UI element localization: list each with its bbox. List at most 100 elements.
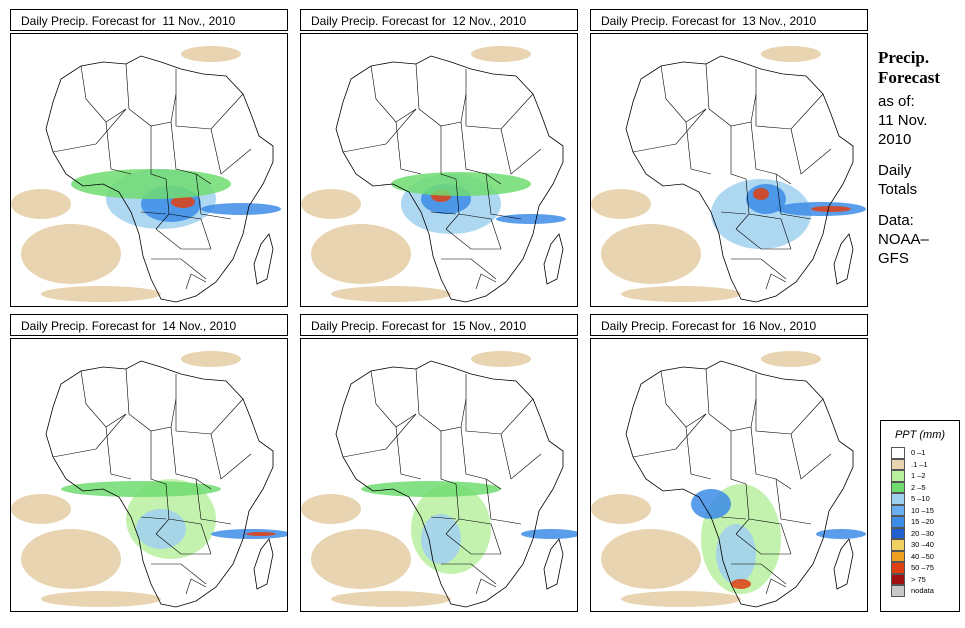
country-border (370, 370, 417, 428)
country-border (210, 128, 252, 175)
dry-area (181, 351, 241, 367)
country-border (748, 213, 792, 250)
dry-area (331, 286, 451, 302)
legend-swatch (891, 493, 905, 505)
country-border (475, 578, 497, 595)
country-border (430, 516, 457, 520)
legend-swatch (891, 585, 905, 597)
dry-area (301, 494, 361, 524)
country-border (342, 413, 417, 458)
dry-area (601, 224, 701, 284)
legend-label: 15 –20 (911, 517, 934, 526)
precip-map (10, 338, 288, 612)
country-border (445, 228, 501, 250)
rain-area (71, 169, 231, 199)
map-canvas (11, 46, 281, 303)
africa-coastline (335, 360, 564, 608)
forecast-panel-nov-12: Daily Precip. Forecast for 12 Nov., 2010 (300, 9, 580, 307)
legend-item: 5 –10 (891, 493, 959, 505)
country-border (750, 121, 792, 185)
country-border (195, 173, 232, 220)
country-border (485, 173, 522, 220)
info-data-1: Data: (878, 212, 914, 229)
info-heading-1: Precip. (878, 48, 930, 67)
country-border (790, 128, 832, 175)
country-border (460, 426, 502, 490)
rain-area (753, 188, 769, 200)
country-border (705, 368, 757, 432)
country-border (125, 63, 177, 127)
madagascar-outline (543, 233, 564, 285)
info-totals-1: Daily (878, 162, 912, 179)
legend-swatch (891, 573, 905, 585)
legend-item: 1 –2 (891, 470, 959, 482)
country-border (500, 433, 542, 480)
info-heading-2: Forecast (878, 68, 940, 87)
madagascar-outline (833, 233, 854, 285)
country-border (170, 121, 212, 185)
country-border (485, 478, 522, 525)
country-border (440, 431, 457, 485)
madagascar-outline (833, 538, 854, 590)
rain-area (61, 481, 221, 497)
forecast-panel-nov-16: Daily Precip. Forecast for 16 Nov., 2010 (590, 314, 870, 612)
madagascar-outline (253, 538, 274, 590)
legend-swatch (891, 550, 905, 562)
country-border (765, 578, 787, 595)
panel-title: Daily Precip. Forecast for 11 Nov., 2010 (10, 9, 288, 31)
country-border (415, 368, 467, 432)
precip-map (590, 33, 868, 307)
madagascar-outline (543, 538, 564, 590)
dry-area (621, 591, 741, 607)
legend-label: .1 –1 (911, 459, 928, 469)
rain-area (811, 206, 851, 212)
legend-label: 5 –10 (911, 494, 930, 503)
info-date-2: 2010 (878, 131, 912, 148)
rain-area (136, 509, 186, 549)
country-border (195, 478, 232, 525)
info-data-3: GFS (878, 250, 909, 267)
dry-area (331, 591, 451, 607)
legend-item: 15 –20 (891, 516, 959, 528)
legend-swatch (891, 470, 905, 482)
rain-area (521, 529, 577, 539)
rain-area (421, 514, 461, 564)
country-border (441, 258, 497, 280)
country-border (460, 121, 502, 185)
country-border (458, 213, 502, 250)
legend-swatch (891, 539, 905, 551)
madagascar-outline (253, 233, 274, 285)
country-border (185, 273, 207, 290)
legend-label: 50 –75 (911, 563, 934, 572)
legend-item: nodata (891, 585, 959, 597)
country-border (430, 211, 457, 215)
africa-coastline (45, 55, 274, 303)
country-border (151, 563, 207, 585)
rain-area (201, 203, 281, 215)
legend-swatch (891, 527, 905, 539)
forecast-panel-nov-13: Daily Precip. Forecast for 13 Nov., 2010 (590, 9, 870, 307)
dry-area (41, 286, 161, 302)
panel-title: Daily Precip. Forecast for 16 Nov., 2010 (590, 314, 868, 336)
country-border (151, 258, 207, 280)
legend-swatch (891, 481, 905, 493)
panel-title: Daily Precip. Forecast for 14 Nov., 2010 (10, 314, 288, 336)
country-border (80, 370, 127, 428)
rain-area (496, 214, 566, 224)
country-border (440, 126, 457, 180)
country-border (125, 368, 177, 432)
country-border (140, 516, 167, 520)
legend-item: 50 –75 (891, 562, 959, 574)
country-border (168, 518, 212, 555)
legend-item: 30 –40 (891, 539, 959, 551)
legend-item: 20 –30 (891, 527, 959, 539)
country-border (140, 211, 167, 215)
legend-label: nodata (911, 586, 934, 595)
legend-label: 1 –2 (911, 471, 926, 480)
country-border (775, 173, 812, 220)
map-canvas (301, 46, 566, 303)
country-border (500, 128, 542, 175)
map-canvas (591, 46, 866, 303)
africa-coastline (625, 360, 854, 608)
country-border (720, 211, 747, 215)
